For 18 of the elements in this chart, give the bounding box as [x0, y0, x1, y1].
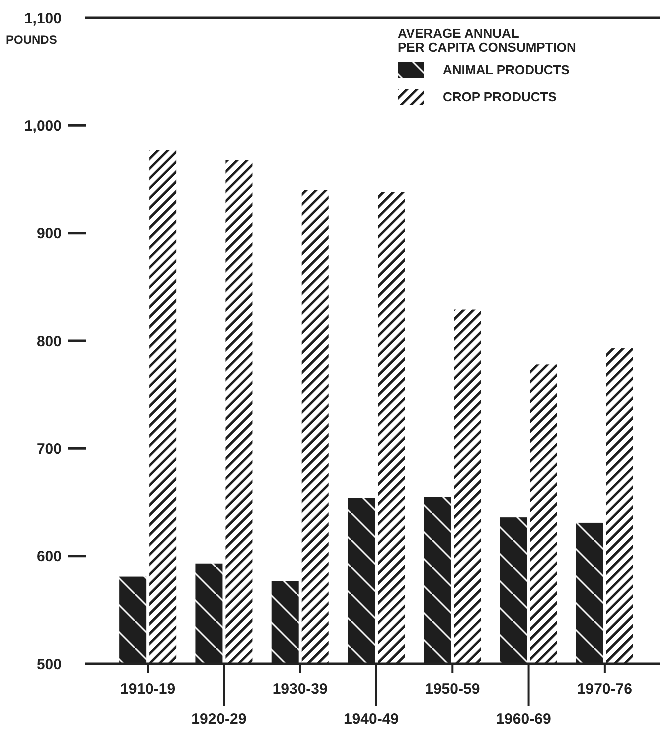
y-tick-label: 600 — [36, 548, 62, 566]
y-tick-label: 800 — [36, 333, 62, 350]
x-tick-label: 1940-49 — [344, 711, 400, 728]
x-tick-label: 1950-59 — [425, 681, 480, 698]
y-tick-label: 900 — [36, 226, 62, 243]
legend-label: ANIMAL PRODUCTS — [443, 62, 570, 78]
y-tick-label: 1,100 — [24, 10, 62, 28]
y-tick-label: 700 — [36, 440, 62, 458]
legend-label: CROP PRODUCTS — [443, 90, 558, 105]
x-tick-label: 1920-29 — [192, 711, 247, 728]
x-tick-label: 1970-76 — [577, 681, 632, 698]
x-tick-label: 1960-69 — [496, 711, 552, 728]
y-axis-title: POUNDS — [6, 33, 58, 47]
x-tick-label: 1910-19 — [120, 681, 176, 698]
legend-title: AVERAGE ANNUAL PER CAPITA CONSUMPTION — [398, 26, 576, 55]
x-tick-label: 1930-39 — [272, 681, 328, 698]
y-tick-label: 500 — [36, 656, 62, 674]
y-tick-label: 1,000 — [24, 118, 62, 135]
